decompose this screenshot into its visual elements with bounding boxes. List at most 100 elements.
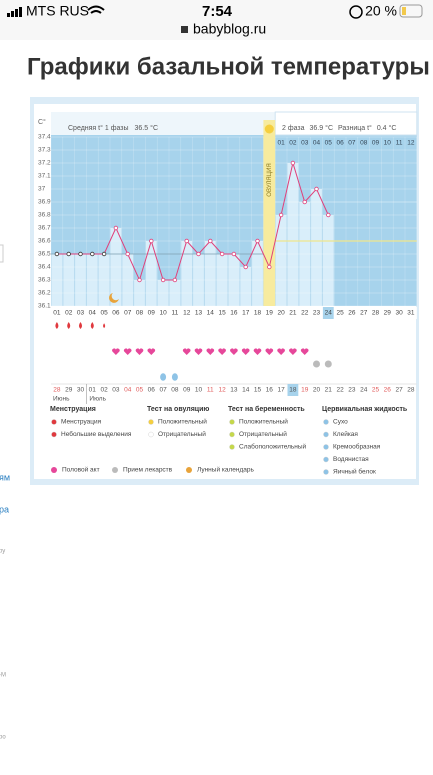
x-tick-label: 08 bbox=[136, 310, 144, 317]
x-tick-label: 30 bbox=[395, 310, 403, 317]
temperature-point bbox=[90, 251, 95, 257]
heart-icon bbox=[206, 348, 215, 355]
side-fragment: ру bbox=[0, 549, 5, 555]
legend-icon bbox=[323, 469, 329, 475]
temperature-column bbox=[287, 163, 299, 306]
phase2-day: 04 bbox=[313, 140, 321, 147]
calendar-date: 21 bbox=[325, 387, 333, 394]
y-tick-label: 36.3 bbox=[38, 277, 51, 284]
legend-item: Положительный bbox=[239, 418, 288, 426]
temperature-column bbox=[252, 241, 263, 306]
temperature-point bbox=[54, 251, 60, 257]
x-tick-label: 15 bbox=[218, 310, 226, 317]
phase1-label: Средняя t° 1 фазы bbox=[68, 124, 129, 132]
calendar-date: 15 bbox=[254, 387, 262, 394]
y-tick-label: 37.2 bbox=[38, 160, 51, 167]
legend-icon bbox=[51, 419, 57, 425]
temperature-column bbox=[311, 189, 322, 306]
legend-item: Небольшие выделения bbox=[61, 430, 132, 438]
temperature-point bbox=[78, 251, 83, 257]
heart-icon bbox=[135, 348, 144, 355]
temperature-point bbox=[278, 212, 284, 218]
temperature-point bbox=[219, 251, 225, 257]
calendar-date: 27 bbox=[395, 387, 403, 394]
selected-day bbox=[322, 307, 334, 319]
month-label: Июнь bbox=[53, 396, 70, 403]
temperature-column bbox=[322, 215, 334, 306]
phase2-day: 07 bbox=[348, 140, 356, 147]
phase2-day: 09 bbox=[372, 140, 380, 147]
x-tick-label: 26 bbox=[348, 310, 356, 317]
temperature-point bbox=[184, 238, 189, 244]
calendar-date: 26 bbox=[384, 387, 392, 394]
calendar-date: 19 bbox=[301, 387, 309, 394]
calendar-date: 29 bbox=[65, 387, 73, 394]
y-tick-label: 37.1 bbox=[38, 173, 51, 180]
calendar-date: 24 bbox=[360, 387, 368, 394]
calendar-date: 14 bbox=[242, 387, 250, 394]
x-tick-label: 03 bbox=[77, 310, 85, 317]
phase1-value: 36.5 bbox=[135, 125, 149, 132]
legend-icon bbox=[51, 467, 57, 473]
calendar-date: 28 bbox=[407, 387, 415, 394]
phase2-day: 05 bbox=[325, 140, 333, 147]
legend-item: Слабоположительный bbox=[239, 443, 307, 451]
x-tick-label: 28 bbox=[372, 310, 380, 317]
url[interactable]: babyblog.ru bbox=[193, 21, 266, 37]
drop-icon bbox=[55, 322, 59, 329]
x-tick-label: 13 bbox=[195, 310, 203, 317]
y-tick-label: 36.5 bbox=[38, 251, 51, 258]
rotation-lock-icon bbox=[349, 5, 363, 19]
calendar-date: 28 bbox=[53, 387, 61, 394]
calendar-date: 07 bbox=[159, 387, 167, 394]
legend-icon bbox=[229, 431, 235, 438]
phase2-day: 08 bbox=[360, 140, 368, 147]
month-label: Июль bbox=[89, 396, 106, 403]
x-tick-label: 18 bbox=[254, 310, 262, 317]
y-tick-label: 36.9 bbox=[38, 199, 51, 206]
today-date bbox=[287, 384, 299, 396]
legend-item: Отрицательный bbox=[158, 430, 206, 438]
x-tick-label: 06 bbox=[112, 310, 120, 317]
phase2-day: 01 bbox=[277, 140, 285, 147]
temperature-point bbox=[196, 251, 201, 257]
heart-icon bbox=[300, 348, 309, 355]
temperature-point bbox=[137, 277, 142, 283]
signal-icon bbox=[7, 7, 22, 17]
side-input bbox=[0, 244, 4, 263]
ovulation-test-positive bbox=[264, 124, 274, 134]
legend-icon bbox=[148, 419, 154, 425]
heart-icon bbox=[253, 348, 262, 355]
drop-icon bbox=[67, 322, 71, 329]
x-tick-label: 05 bbox=[100, 310, 108, 317]
battery-level: 20 % bbox=[365, 3, 397, 19]
temperature-point bbox=[267, 264, 272, 270]
water-icon bbox=[171, 373, 178, 381]
calendar-date: 25 bbox=[372, 387, 380, 394]
temperature-point bbox=[243, 264, 248, 270]
moon-icon bbox=[109, 293, 119, 303]
annotation: Средняя t° 1 фазы 36.5 °C bbox=[68, 124, 158, 132]
drop-icon bbox=[103, 323, 106, 329]
pill-icon bbox=[324, 360, 332, 368]
temperature-point bbox=[172, 277, 178, 283]
annotation: Разница t° 0.4 °C bbox=[338, 124, 396, 132]
legend-heading: Тест на овуляцию bbox=[147, 406, 209, 413]
temperature-point bbox=[149, 238, 154, 244]
calendar-date: 23 bbox=[348, 387, 356, 394]
y-tick-label: 37.4 bbox=[38, 134, 51, 141]
calendar-date: 13 bbox=[230, 387, 238, 394]
side-fragment: ям bbox=[0, 472, 10, 482]
x-tick-label: 02 bbox=[65, 310, 73, 317]
legend-item: Лунный календарь bbox=[197, 466, 254, 474]
phase2-day: 02 bbox=[289, 140, 297, 147]
legend-icon bbox=[229, 444, 235, 450]
calendar-date: 02 bbox=[100, 387, 108, 394]
calendar-date: 04 bbox=[124, 387, 132, 394]
legend-item: Прием лекарств bbox=[123, 467, 173, 474]
legend-icon bbox=[323, 431, 329, 438]
temperature-point bbox=[255, 238, 260, 244]
carrier: MTS RUS bbox=[26, 3, 89, 19]
y-tick-label: 36.6 bbox=[38, 238, 51, 245]
phase2-band bbox=[274, 111, 418, 136]
